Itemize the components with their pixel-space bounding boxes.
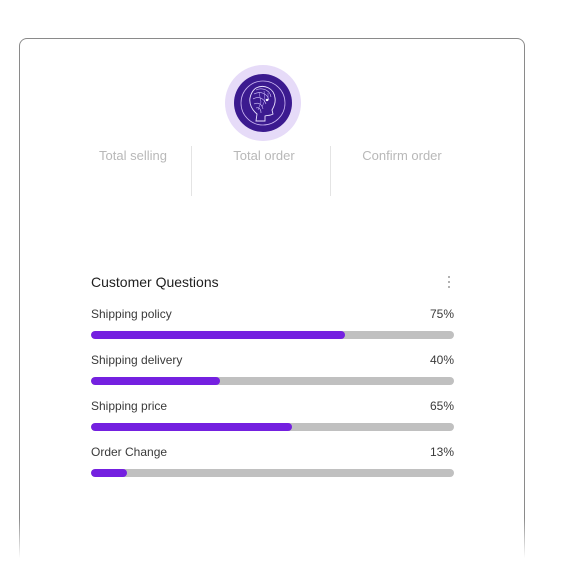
stat-divider	[191, 146, 192, 196]
progress-track	[91, 469, 454, 477]
progress-fill	[91, 377, 220, 385]
progress-fill	[91, 423, 293, 431]
question-percent: 13%	[429, 445, 454, 459]
question-percent: 40%	[429, 353, 454, 367]
question-label: Order Change	[91, 445, 168, 459]
stat-total-selling: Total selling	[99, 148, 167, 163]
questions-title: Customer Questions	[91, 274, 219, 290]
question-label: Shipping policy	[91, 307, 172, 321]
question-percent: 75%	[429, 307, 454, 321]
customer-questions-card: Total selling Total order Confirm order …	[18, 38, 526, 558]
stats-row: Total selling Total order Confirm order	[20, 146, 526, 198]
stat-confirm-order: Confirm order	[362, 148, 442, 163]
progress-fill	[91, 469, 128, 477]
stat-divider	[330, 146, 331, 196]
question-item: Shipping price 65%	[91, 399, 454, 431]
question-item: Shipping delivery 40%	[91, 353, 454, 385]
progress-track	[91, 331, 454, 339]
question-percent: 65%	[429, 399, 454, 413]
progress-fill	[91, 331, 346, 339]
stat-total-order: Total order	[233, 148, 295, 163]
avatar[interactable]	[234, 74, 292, 132]
customer-questions: Customer Questions Shipping policy 75% S…	[91, 271, 454, 477]
progress-track	[91, 423, 454, 431]
question-label: Shipping price	[91, 399, 168, 413]
avatar-ring	[225, 65, 301, 141]
questions-header: Customer Questions	[91, 271, 454, 293]
card-bottom-fade	[18, 518, 526, 558]
question-item: Order Change 13%	[91, 445, 454, 477]
vertical-ellipsis-icon[interactable]	[441, 273, 457, 291]
progress-track	[91, 377, 454, 385]
question-label: Shipping delivery	[91, 353, 183, 367]
head-line-art-icon	[240, 80, 286, 126]
question-item: Shipping policy 75%	[91, 307, 454, 339]
